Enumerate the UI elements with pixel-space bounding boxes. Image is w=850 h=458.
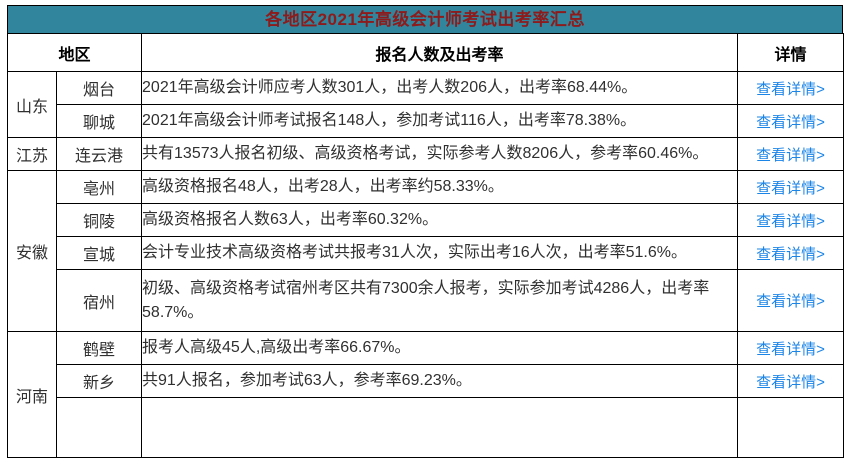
table-row: 安徽 亳州 高级资格报名48人，出考28人，出考率约58.33%。 查看详情> (7, 170, 845, 332)
city-cell (55, 397, 143, 458)
city-cell: 连云港 (55, 137, 143, 171)
city-cell: 聊城 (55, 104, 143, 138)
view-detail-link[interactable]: 查看详情> (756, 245, 825, 263)
info-cell (141, 397, 739, 458)
city-cell: 宿州 (55, 269, 143, 332)
attendance-rate-table: 地区 报名人数及出考率 详情 山东 烟台 2021年高级会计师应考人数301人，… (6, 33, 845, 458)
info-cell: 高级资格报名人数63人，出考率60.32%。 (141, 203, 739, 237)
province-cell-jiangsu: 江苏 (7, 137, 57, 171)
info-cell: 初级、高级资格考试宿州考区共有7300余人报考，实际参加考试4286人，出考率5… (141, 269, 739, 332)
view-detail-link[interactable]: 查看详情> (756, 113, 825, 131)
summary-table-sheet: 各地区2021年高级会计师考试出考率汇总 地区 报名人数及出考率 详情 山东 烟… (6, 5, 845, 458)
table-row: 江苏 连云港 共有13573人报名初级、高级资格考试，实际参考人数8206人，参… (7, 137, 845, 171)
info-cell: 会计专业技术高级资格考试共报考31人次，实际出考16人次，出考率51.6%。 (141, 236, 739, 270)
info-cell: 2021年高级会计师考试报名148人，参加考试116人，出考率78.38%。 (141, 104, 739, 138)
column-header-region: 地区 (6, 33, 143, 72)
view-detail-link[interactable]: 查看详情> (756, 373, 825, 391)
province-cell-anhui: 安徽 (7, 170, 57, 332)
table-row: 铜陵 高级资格报名人数63人，出考率60.32%。 查看详情> (8, 203, 845, 237)
city-cell: 烟台 (55, 71, 143, 105)
detail-cell-empty (737, 397, 845, 458)
view-detail-link[interactable]: 查看详情> (756, 179, 825, 197)
view-detail-link[interactable]: 查看详情> (756, 146, 825, 164)
city-cell: 铜陵 (55, 203, 143, 237)
table-row: 宣城 会计专业技术高级资格考试共报考31人次，实际出考16人次，出考率51.6%… (8, 236, 845, 270)
view-detail-link[interactable]: 查看详情> (756, 212, 825, 230)
city-cell: 新乡 (55, 364, 143, 398)
view-detail-link[interactable]: 查看详情> (756, 293, 825, 310)
city-cell: 鹤壁 (55, 331, 143, 365)
header-row: 地区 报名人数及出考率 详情 (6, 33, 845, 72)
table-row: 山东 烟台 2021年高级会计师应考人数301人，出考人数206人，出考率68.… (7, 71, 845, 138)
province-cell-shandong: 山东 (7, 71, 57, 138)
info-cell: 高级资格报名48人，出考28人，出考率约58.33%。 (141, 170, 739, 204)
info-cell: 共91人报名，参加考试63人，参考率69.23%。 (141, 364, 739, 398)
city-cell: 宣城 (55, 236, 143, 270)
view-detail-link[interactable]: 查看详情> (756, 340, 825, 358)
table-row: 河南 鹤壁 报考人高级45人,高级出考率66.67%。 查看详情> (7, 331, 845, 458)
info-cell: 共有13573人报名初级、高级资格考试，实际参考人数8206人，参考率60.46… (141, 137, 739, 171)
table-title: 各地区2021年高级会计师考试出考率汇总 (7, 5, 843, 34)
city-cell: 亳州 (55, 170, 143, 204)
province-cell-henan: 河南 (7, 331, 57, 458)
table-row: 新乡 共91人报名，参加考试63人，参考率69.23%。 查看详情> (8, 364, 845, 398)
column-header-info: 报名人数及出考率 (141, 33, 739, 72)
table-row: 聊城 2021年高级会计师考试报名148人，参加考试116人，出考率78.38%… (8, 104, 845, 138)
info-cell: 报考人高级45人,高级出考率66.67%。 (141, 331, 739, 365)
column-header-detail: 详情 (737, 33, 845, 72)
table-row: 宿州 初级、高级资格考试宿州考区共有7300余人报考，实际参加考试4286人，出… (8, 269, 845, 332)
view-detail-link[interactable]: 查看详情> (756, 80, 825, 98)
table-row-clipped (8, 397, 845, 458)
info-cell: 2021年高级会计师应考人数301人，出考人数206人，出考率68.44%。 (141, 71, 739, 105)
